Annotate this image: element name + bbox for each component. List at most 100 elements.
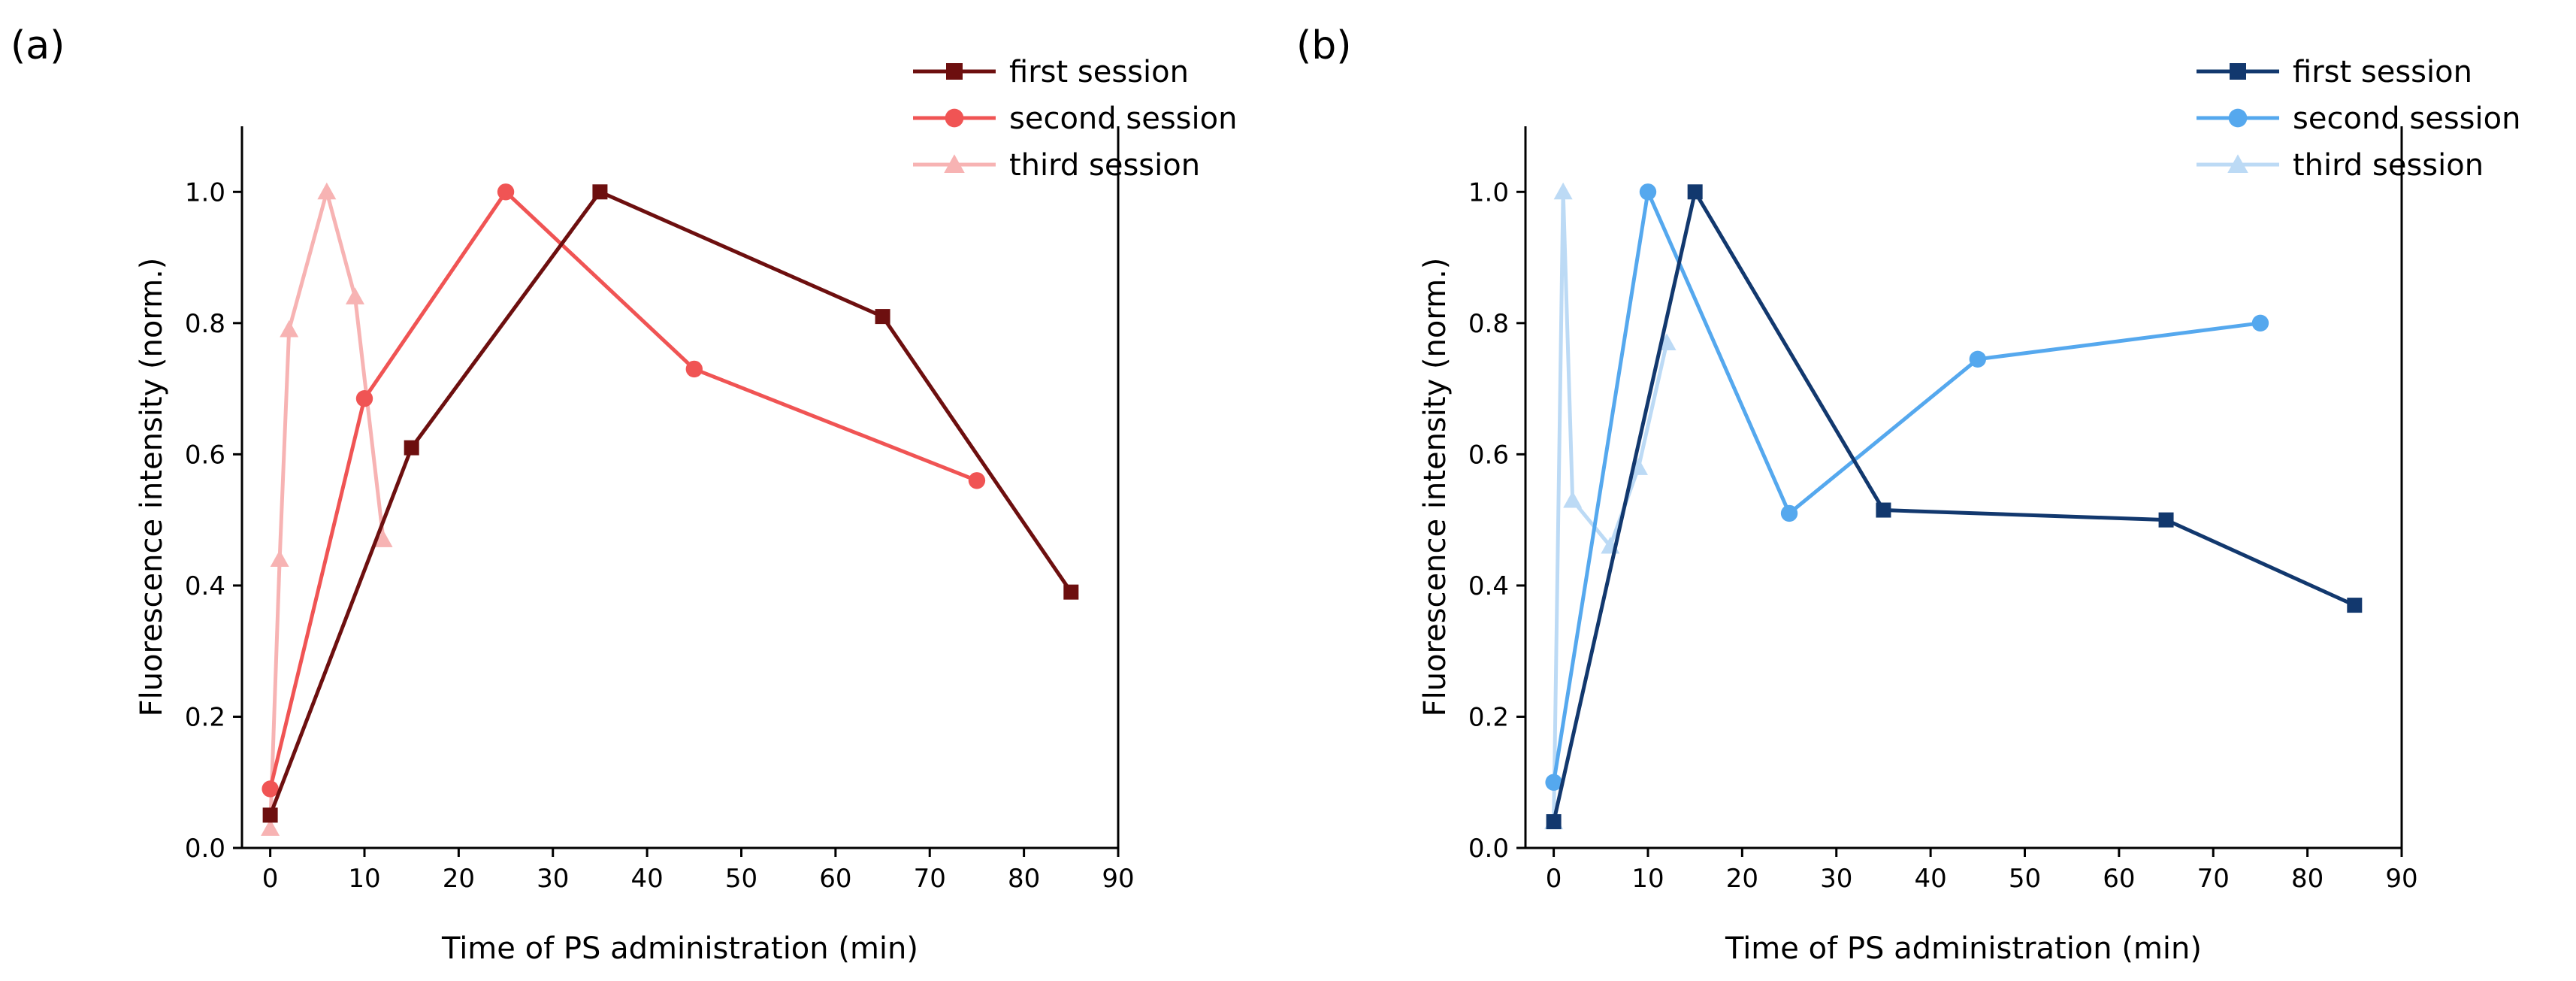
y-axis-title: Fluorescence intensity (norm.)	[135, 258, 169, 717]
y-axis-title: Fluorescence intensity (norm.)	[1418, 258, 1453, 717]
legend-marker	[946, 63, 963, 80]
legend-label: third session	[1009, 148, 1200, 183]
panel-a: (a) 0 10 20 30 40 50 60 70 80 90 0.0 0.2 0.4 0.6 0.8 1.…	[11, 23, 1237, 966]
series-second-session	[1545, 183, 2269, 791]
data-point	[1063, 584, 1079, 600]
axes-frame	[1524, 126, 2403, 849]
data-point	[2158, 512, 2174, 528]
y-tick-label: 0.4	[185, 571, 225, 601]
legend-label: third session	[2293, 148, 2484, 183]
data-point	[404, 440, 419, 456]
data-point	[1876, 502, 1891, 518]
y-tick-label: 0.8	[185, 309, 225, 339]
x-tick-label: 20	[443, 864, 475, 894]
panel-b: (b) 0 10 20 30 40 50 60 70 80 90 0.0 0.2 0.4 0.6 0.8 1.…	[1296, 23, 2520, 966]
legend-marker	[2230, 63, 2246, 80]
series-first-session	[1546, 184, 2363, 830]
data-point	[262, 780, 279, 798]
y-tick-label: 0.6	[1468, 440, 1509, 470]
data-point	[1545, 774, 1562, 791]
data-point	[1563, 490, 1583, 508]
data-point	[317, 182, 337, 200]
y-tick-label: 0.6	[185, 440, 225, 470]
y-tick-label: 1.0	[1468, 177, 1509, 207]
axes-frame	[240, 126, 1120, 849]
x-axis-title: Time of PS administration (min)	[1725, 931, 2202, 966]
x-tick-label: 50	[725, 864, 757, 894]
data-point	[592, 184, 608, 200]
data-point	[875, 309, 890, 325]
x-tick-label: 80	[2291, 864, 2324, 894]
x-tick-label: 0	[1546, 864, 1562, 894]
data-point	[1553, 182, 1573, 200]
data-point	[355, 389, 373, 407]
x-tick-label: 90	[2385, 864, 2417, 894]
series-line	[1552, 189, 2356, 822]
legend-item: first session	[913, 55, 1189, 89]
x-tick-label: 70	[914, 864, 946, 894]
data-point	[1687, 184, 1703, 200]
y-tick-label: 0.4	[1468, 571, 1509, 601]
legend-item: third session	[2197, 148, 2484, 183]
data-point	[1780, 504, 1798, 522]
x-axis-title: Time of PS administration (min)	[441, 931, 918, 966]
data-point	[497, 183, 515, 201]
y-tick-label: 0.8	[1468, 309, 1509, 339]
x-tick-label: 80	[1008, 864, 1040, 894]
legend-marker	[2227, 154, 2248, 173]
legend-label: first session	[1009, 55, 1189, 89]
x-tick-label: 40	[1914, 864, 1946, 894]
legend-item: third session	[913, 148, 1200, 183]
series-third-session	[1544, 182, 1677, 830]
data-point	[968, 472, 986, 489]
y-tick-label: 0.0	[185, 834, 225, 864]
x-tick-label: 90	[1102, 864, 1134, 894]
data-point	[2347, 598, 2363, 613]
x-tick-label: 20	[1726, 864, 1758, 894]
panel-label: (a)	[11, 23, 65, 68]
x-tick-label: 50	[2009, 864, 2041, 894]
data-point	[1969, 350, 1987, 368]
data-point	[262, 807, 278, 823]
x-tick-label: 10	[348, 864, 380, 894]
data-point	[2251, 314, 2269, 332]
x-tick-label: 40	[630, 864, 663, 894]
data-point	[685, 360, 703, 378]
x-tick-label: 10	[1631, 864, 1664, 894]
ticks-layer: 0 10 20 30 40 50 60 70 80 90 0.0 0.2 0.4 0.6 0.8 1.0	[1468, 177, 2418, 894]
legend-label: second session	[1009, 101, 1237, 136]
series-second-session	[262, 183, 986, 798]
x-tick-label: 60	[819, 864, 851, 894]
legend-item: second session	[913, 101, 1237, 136]
data-point	[270, 550, 289, 567]
y-tick-label: 0.2	[185, 702, 225, 732]
legend-marker	[944, 154, 965, 173]
x-tick-label: 60	[2103, 864, 2135, 894]
legend: first session second session third session	[2197, 55, 2520, 183]
data-point	[373, 530, 393, 547]
series-line	[1552, 189, 1669, 822]
y-tick-label: 0.2	[1468, 702, 1509, 732]
series-layer	[261, 182, 1079, 836]
series-first-session	[262, 184, 1079, 823]
data-point	[261, 819, 280, 836]
data-point	[1639, 183, 1657, 201]
data-point	[345, 287, 364, 304]
x-tick-label: 70	[2197, 864, 2230, 894]
ticks-layer: 0 10 20 30 40 50 60 70 80 90 0.0 0.2 0.4 0.6 0.8 1.0	[185, 177, 1135, 894]
legend-marker	[945, 108, 964, 128]
data-point	[1546, 814, 1562, 830]
y-tick-label: 0.0	[1468, 834, 1509, 864]
x-tick-label: 30	[1820, 864, 1852, 894]
legend: first session second session third session	[913, 55, 1237, 183]
series-line	[268, 189, 1073, 816]
legend-item: second session	[2197, 101, 2520, 136]
series-line	[1552, 189, 2261, 783]
x-tick-label: 0	[262, 864, 279, 894]
legend-label: first session	[2293, 55, 2472, 89]
x-tick-label: 30	[537, 864, 569, 894]
legend-marker	[2228, 108, 2248, 128]
panel-label: (b)	[1296, 23, 1352, 68]
data-point	[280, 320, 299, 338]
